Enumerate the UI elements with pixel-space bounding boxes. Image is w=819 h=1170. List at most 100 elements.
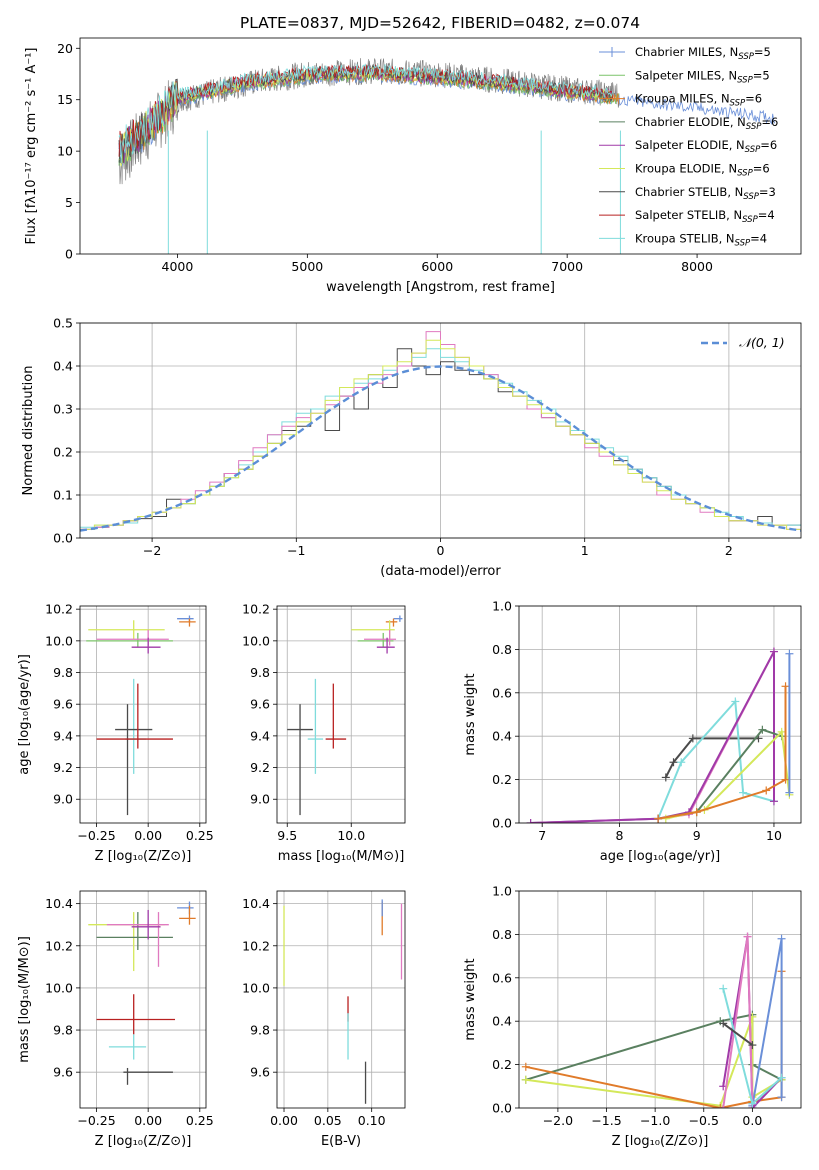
x-tick-label: 8000 <box>681 259 713 274</box>
legend-sub: SSP <box>738 52 754 62</box>
y-tick-label: 9.2 <box>250 760 270 775</box>
y-tick-label: 9.8 <box>250 1023 270 1038</box>
panel-massweight_vs_Z: −2.0 −1.5 −1.0 −0.5 0.0 0.0 0.2 0.4 0.6 0.8 1.0 Z [… <box>463 884 802 1149</box>
axes-frame <box>518 890 802 1109</box>
legend-entry: Salpeter MILES, NSSP=5 <box>635 68 770 85</box>
legend-suffix: =6 <box>745 92 762 106</box>
plot-area <box>521 932 786 1108</box>
x-tick-label: 0.00 <box>270 1113 298 1128</box>
legend-sub: SSP <box>743 192 759 202</box>
panel-massweight_vs_age: 7 8 9 10 0.0 0.2 0.4 0.6 0.8 1.0 age [log₁₀(age/yr… <box>463 599 802 864</box>
x-tick-label: 10.0 <box>337 828 365 843</box>
y-tick-label: 10.0 <box>242 980 270 995</box>
y-tick-label: 9.2 <box>53 760 73 775</box>
x-tick-label: −0.25 <box>77 828 115 843</box>
x-axis-label: mass [log₁₀(M/M⊙)] <box>278 849 405 864</box>
legend-label: Salpeter ELODIE, N <box>635 138 745 152</box>
legend-suffix: =6 <box>753 162 770 176</box>
x-axis-label: age [log₁₀(age/yr)] <box>600 849 721 864</box>
x-tick-label: −0.5 <box>689 1113 719 1128</box>
histogram-series <box>80 339 801 530</box>
y-tick-label: 9.6 <box>53 697 73 712</box>
y-tick-label: 0.2 <box>492 772 512 787</box>
y-tick-label: 0.8 <box>492 927 512 942</box>
panel-spectrum: 4000 5000 6000 7000 8000 0 5 10 15 20 wavelength [… <box>24 37 802 295</box>
y-tick-label: 10.4 <box>45 896 73 911</box>
legend-label: Kroupa ELODIE, N <box>635 162 737 176</box>
y-tick-label: 0.0 <box>53 531 73 546</box>
x-tick-label: 9.5 <box>277 828 297 843</box>
axes-frame <box>79 322 802 539</box>
y-tick-label: 9.0 <box>250 792 270 807</box>
panel-mass_vs_ebv: 0.00 0.05 0.10 9.6 9.8 10.0 10.2 10.4 E(B-V) <box>242 890 406 1149</box>
legend-suffix: =5 <box>753 68 770 82</box>
y-tick-label: 9.6 <box>250 1065 270 1080</box>
y-tick-label: 0.1 <box>53 488 73 503</box>
legend-sub: SSP <box>730 99 746 109</box>
y-tick-label: 1.0 <box>492 884 512 899</box>
legend-label: Salpeter MILES, N <box>635 68 737 82</box>
y-tick-label: 10.0 <box>45 980 73 995</box>
legend-sub: SSP <box>737 169 753 179</box>
y-tick-label: 10.2 <box>242 938 270 953</box>
legend-sub: SSP <box>742 215 758 225</box>
y-tick-label: 0 <box>65 247 73 262</box>
gaussian-curve <box>80 365 801 532</box>
legend-sub: SSP <box>735 238 751 248</box>
x-tick-label: 2 <box>725 543 733 558</box>
y-tick-label: 9.8 <box>250 665 270 680</box>
y-tick-label: 10.0 <box>45 633 73 648</box>
y-tick-label: 0.5 <box>53 316 73 331</box>
x-axis-label: (data-model)/error <box>380 564 501 579</box>
x-tick-label: 0 <box>437 543 445 558</box>
legend-sub: SSP <box>737 75 753 85</box>
legend-entry: Salpeter ELODIE, NSSP=6 <box>635 138 777 155</box>
x-tick-label: 6000 <box>421 259 453 274</box>
y-tick-label: 9.6 <box>53 1065 73 1080</box>
y-axis-label: Flux [fλ10⁻¹⁷ erg cm⁻² s⁻¹ A⁻¹] <box>24 48 39 245</box>
axes-frame <box>276 605 406 824</box>
legend-label: Chabrier MILES, N <box>635 45 738 59</box>
legend-entry: Kroupa STELIB, NSSP=4 <box>635 231 767 248</box>
y-tick-label: 0.4 <box>492 729 512 744</box>
y-tick-label: 10.2 <box>45 938 73 953</box>
legend-label: Kroupa MILES, N <box>635 92 730 106</box>
legend-entry: Chabrier STELIB, NSSP=3 <box>635 185 776 202</box>
axes-frame <box>79 890 207 1109</box>
legend-label: Chabrier ELODIE, N <box>635 115 746 129</box>
panel-mass_vs_Z: −0.25 0.00 0.25 9.6 9.8 10.0 10.2 10.4 Z [log₁₀(… <box>17 890 214 1149</box>
legend-label: Salpeter STELIB, N <box>635 208 742 222</box>
y-tick-label: 20 <box>57 41 73 56</box>
y-tick-label: 9.6 <box>250 697 270 712</box>
x-tick-label: 0.0 <box>742 1113 762 1128</box>
x-axis-label: Z [log₁₀(Z/Z⊙)] <box>95 1134 192 1149</box>
x-tick-label: 4000 <box>162 259 194 274</box>
y-tick-label: 0.8 <box>492 642 512 657</box>
plot-area <box>287 615 403 816</box>
y-tick-label: 0.4 <box>492 1014 512 1029</box>
x-tick-label: 8 <box>615 828 623 843</box>
y-axis-label: Normed distribution <box>21 366 36 496</box>
plot-area <box>88 901 196 1085</box>
x-tick-label: −0.25 <box>77 1113 115 1128</box>
legend-entry: Chabrier MILES, NSSP=5 <box>635 45 771 62</box>
legend-entry: Salpeter STELIB, NSSP=4 <box>635 208 775 225</box>
legend-entry: Kroupa MILES, NSSP=6 <box>635 92 762 109</box>
legend-suffix: =6 <box>760 138 777 152</box>
y-tick-label: 0.2 <box>492 1057 512 1072</box>
axes-frame <box>79 605 207 824</box>
plot-area <box>526 647 794 823</box>
panel-residuals: −2 −1 0 1 2 0.0 0.1 0.2 0.3 0.4 0.5 (data-model)/er… <box>21 316 802 579</box>
x-tick-label: 0.00 <box>134 1113 162 1128</box>
x-tick-label: 0.10 <box>358 1113 386 1128</box>
legend-entry: 𝒩(0, 1) <box>739 335 785 350</box>
y-tick-label: 10.0 <box>242 633 270 648</box>
figure-title: PLATE=0837, MJD=52642, FIBERID=0482, z=0… <box>240 14 640 32</box>
panel-age_vs_Z: −0.25 0.00 0.25 9.0 9.2 9.4 9.6 9.8 10.0 10.2 Z [l… <box>17 602 214 864</box>
y-tick-label: 0.3 <box>53 402 73 417</box>
x-axis-label: E(B-V) <box>321 1134 361 1149</box>
x-tick-label: 1 <box>581 543 589 558</box>
y-axis-label: mass weight <box>463 958 478 1040</box>
model-spectrum-line <box>118 63 613 164</box>
